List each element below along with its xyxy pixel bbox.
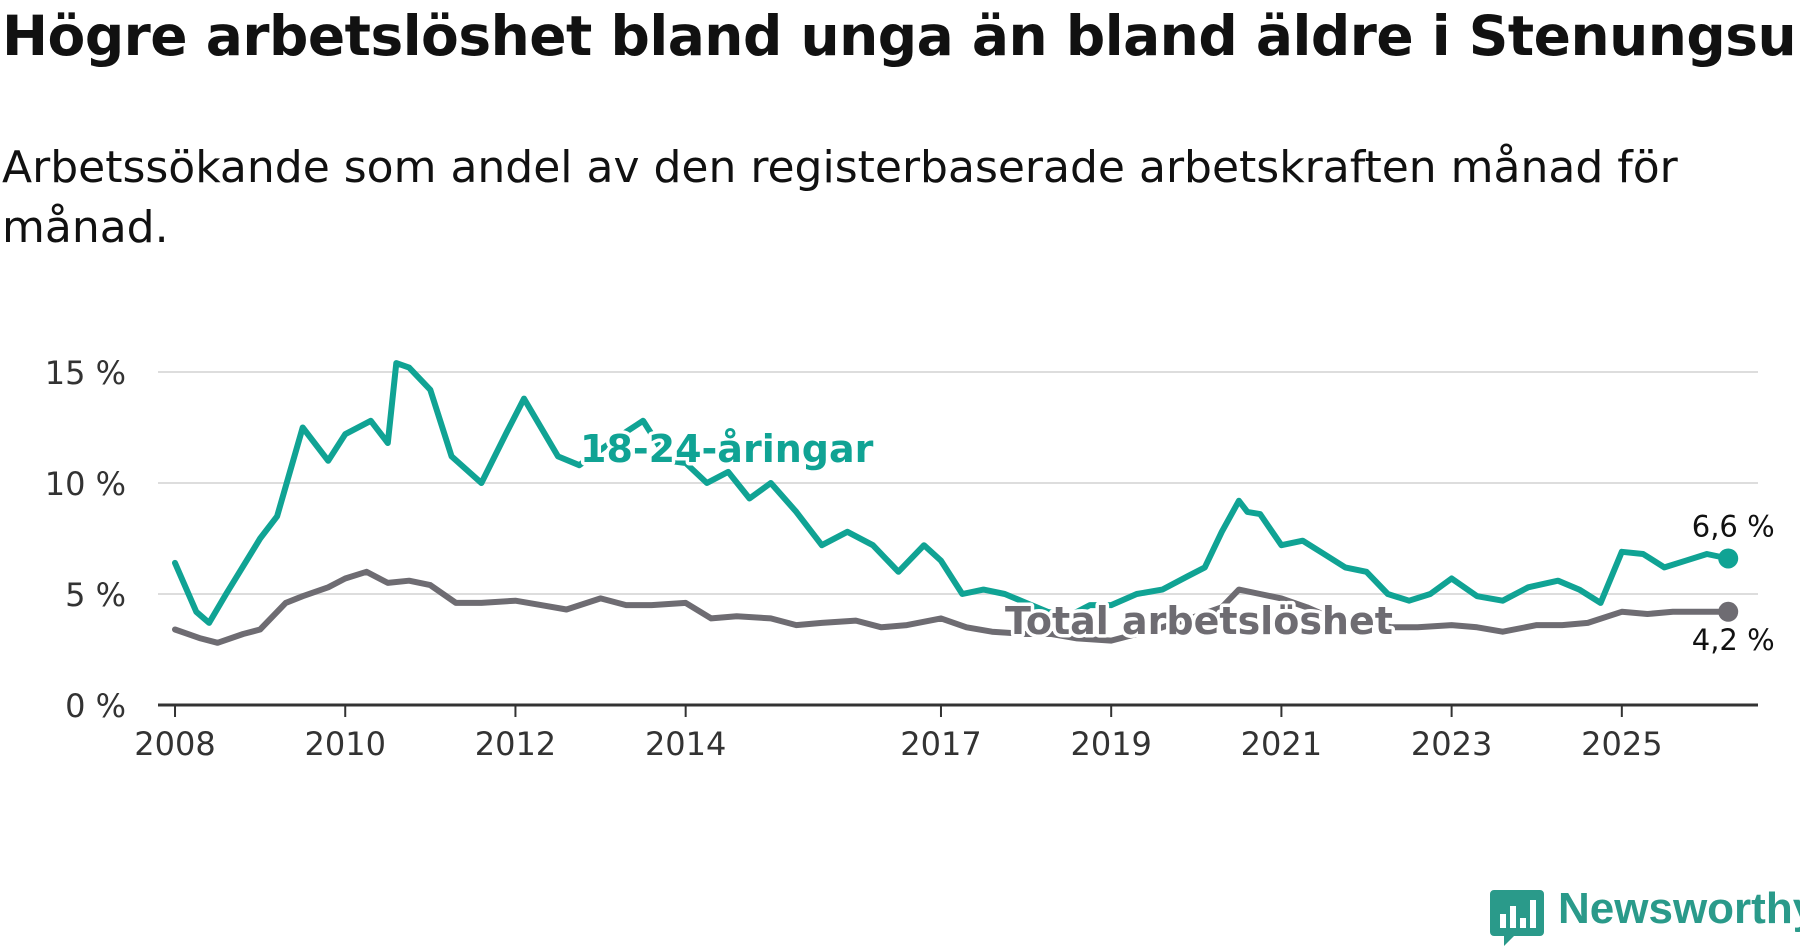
grid-lines bbox=[158, 371, 1758, 707]
x-tick-label: 2010 bbox=[305, 725, 386, 763]
y-tick-label: 5 % bbox=[65, 576, 126, 614]
x-tick-label: 2023 bbox=[1411, 725, 1492, 763]
series-line-total bbox=[172, 568, 1732, 646]
x-tick-label: 2014 bbox=[645, 725, 726, 763]
end-point-total bbox=[1718, 601, 1739, 622]
newsworthy-logo-icon bbox=[1490, 890, 1544, 946]
x-tick-label: 2017 bbox=[900, 725, 981, 763]
end-point-youth bbox=[1718, 548, 1739, 569]
x-tick-label: 2021 bbox=[1241, 725, 1322, 763]
series-name-total: Total arbetslöshet bbox=[1005, 599, 1393, 643]
end-label-total: 4,2 % bbox=[1692, 623, 1775, 657]
end-label-youth: 6,6 % bbox=[1692, 509, 1775, 543]
series-labels: 6,6 % 4,2 % 18-24-åringar Total arbetslöshe… bbox=[577, 424, 1775, 657]
series-lines bbox=[172, 360, 1739, 646]
x-tick-label: 2008 bbox=[134, 725, 215, 763]
line-chart: 0 %5 %10 %15 % 2008 2010 2012 2014 2017 2019 2… bbox=[45, 354, 1775, 763]
y-tick-label: 0 % bbox=[65, 687, 126, 725]
chart-title: Högre arbetslöshet bland unga än bland ä… bbox=[2, 4, 1800, 68]
chart-subtitle: Arbetssökande som andel av den registerb… bbox=[2, 142, 1678, 253]
x-tick-label: 2019 bbox=[1070, 725, 1151, 763]
x-axis-ticks: 2008 2010 2012 2014 2017 2019 2021 2023 2025 bbox=[134, 705, 1663, 763]
x-tick-label: 2012 bbox=[475, 725, 556, 763]
y-tick-label: 15 % bbox=[45, 354, 126, 392]
series-line-youth bbox=[172, 360, 1732, 626]
y-tick-label: 10 % bbox=[45, 465, 126, 503]
series-name-youth: 18-24-åringar bbox=[580, 427, 874, 471]
brand-name: Newsworthy bbox=[1558, 884, 1800, 933]
x-tick-label: 2025 bbox=[1581, 725, 1662, 763]
y-axis-ticks: 0 % 5 % 10 % 15 % bbox=[45, 354, 126, 725]
